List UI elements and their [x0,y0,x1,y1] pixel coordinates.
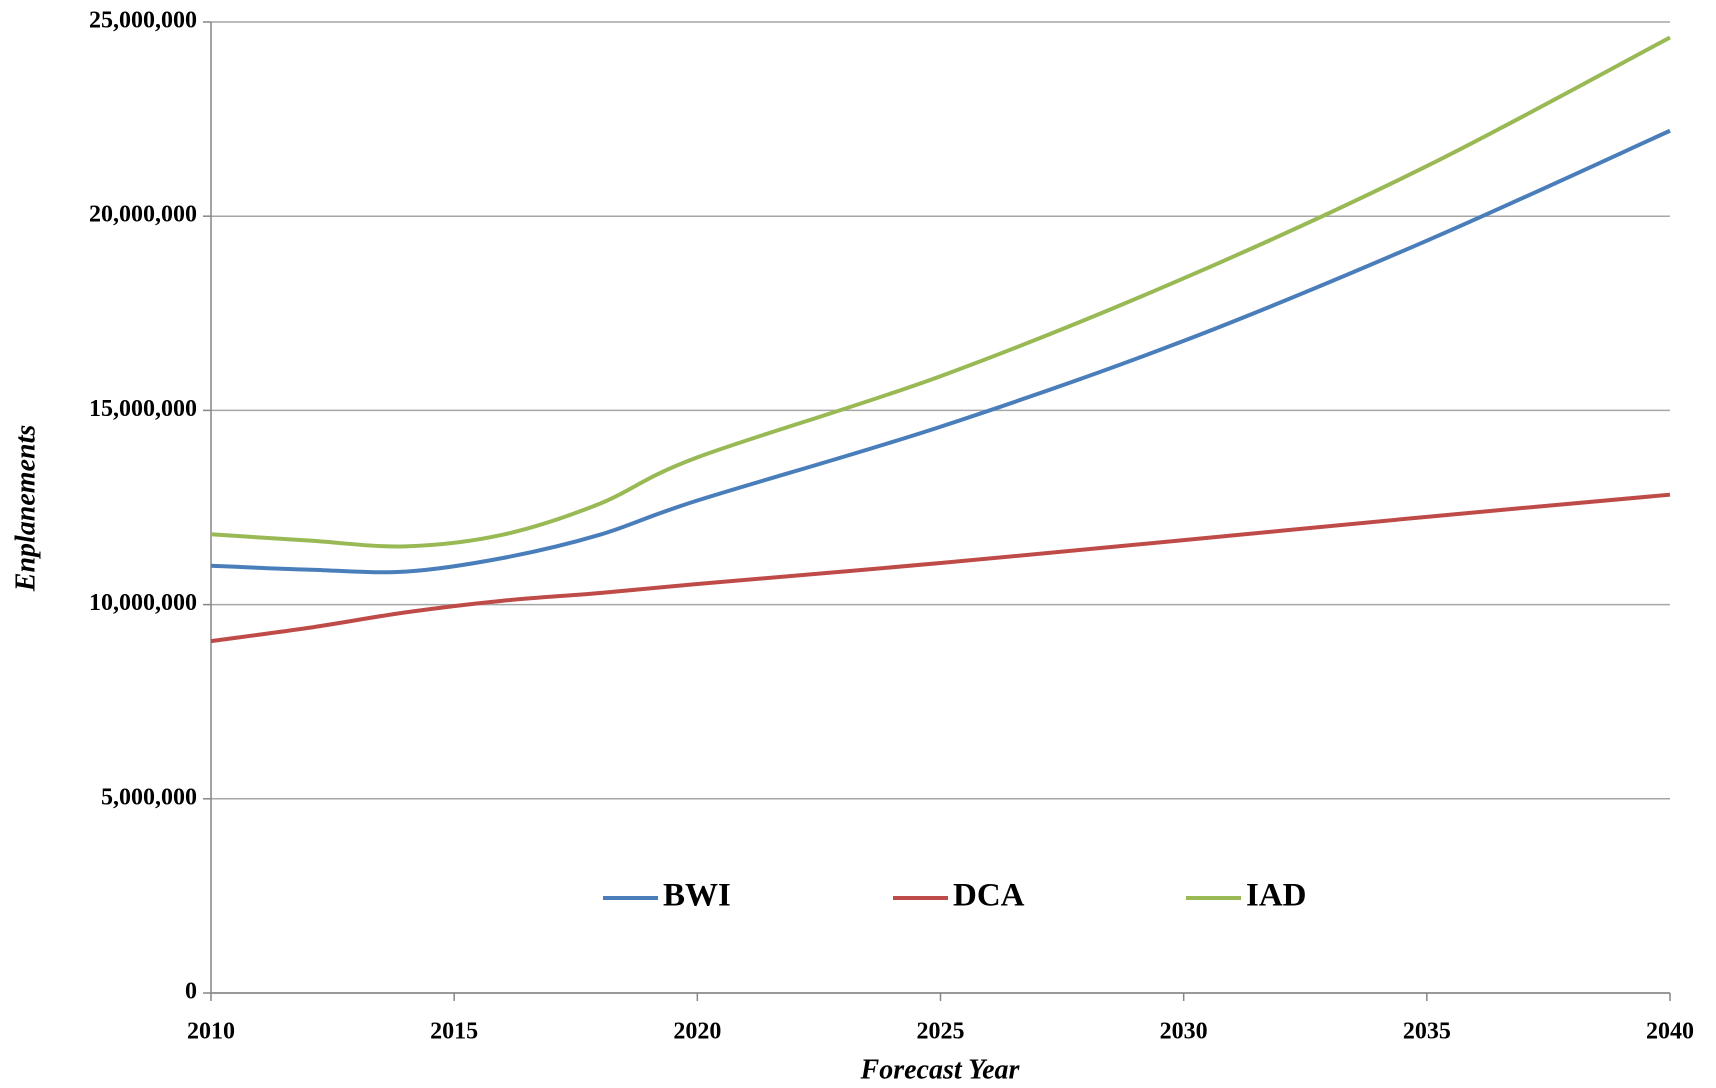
y-tick-label: 25,000,000 [89,8,197,34]
legend-label: BWI [663,878,731,914]
x-tick-label: 2035 [1403,1019,1451,1045]
x-tick-label: 2040 [1646,1019,1694,1045]
y-tick-label: 20,000,000 [89,202,197,228]
x-tick-label: 2020 [673,1019,721,1045]
x-tick-label: 2030 [1160,1019,1208,1045]
y-tick-label: 5,000,000 [101,784,197,810]
y-axis-title: Enplanements [10,425,41,593]
y-tick-label: 0 [185,979,197,1005]
series-line [210,128,1671,575]
x-tick-label: 2010 [187,1019,235,1045]
series-line [210,492,1671,644]
x-axis-title: Forecast Year [860,1054,1021,1085]
series-line [210,35,1671,549]
legend-label: IAD [1246,878,1307,914]
y-tick-label: 15,000,000 [89,396,197,422]
x-tick-label: 2015 [430,1019,478,1045]
x-tick-label: 2025 [917,1019,965,1045]
y-tick-label: 10,000,000 [89,590,197,616]
legend-label: DCA [953,878,1025,914]
